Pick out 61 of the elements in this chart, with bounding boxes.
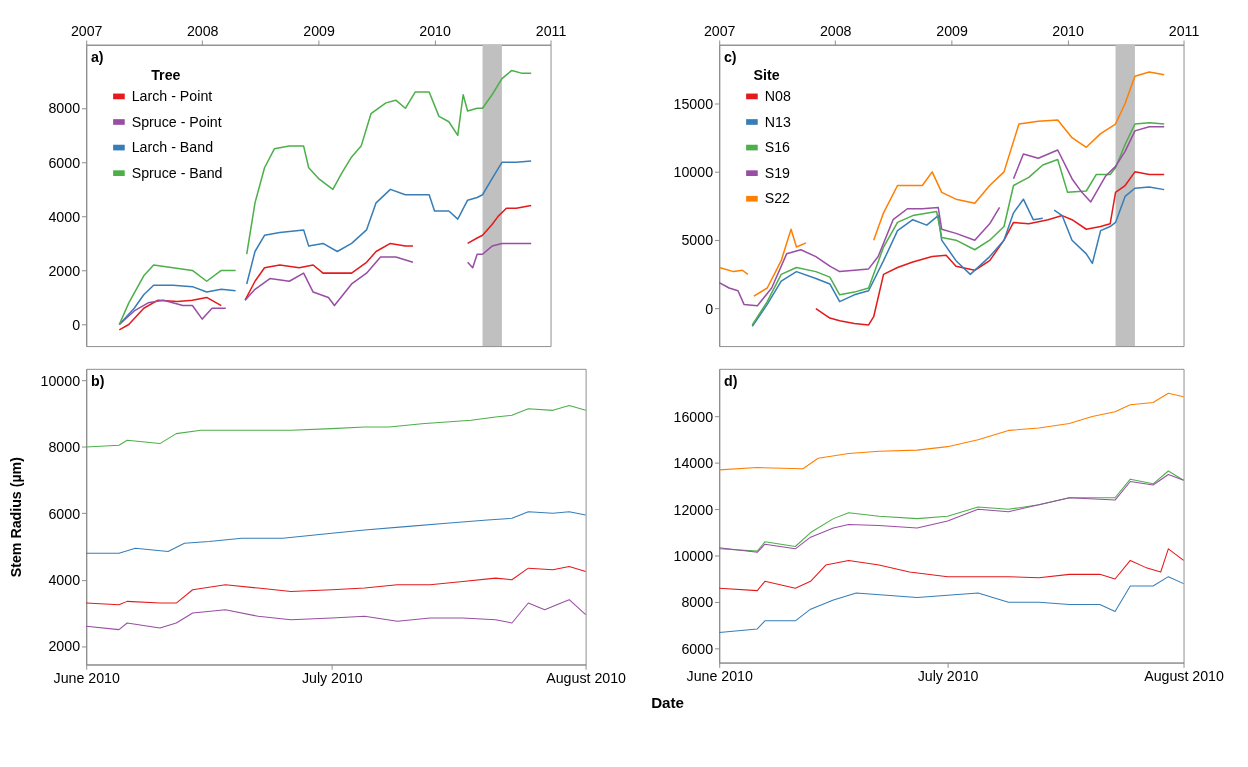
- x-tick-label: June 2010: [53, 669, 120, 686]
- legend-label: S16: [764, 139, 791, 156]
- y-tick-label: 8000: [48, 100, 81, 117]
- x-tick-label: 2011: [1168, 22, 1200, 39]
- y-tick-label: 8000: [681, 594, 714, 611]
- legend-label: N08: [764, 88, 791, 105]
- line-series: [718, 576, 1185, 633]
- x-tick-label: 2010: [419, 22, 451, 39]
- x-tick-label: 2007: [70, 22, 103, 39]
- y-tick-label: 5000: [681, 232, 714, 249]
- x-tick-label: July 2010: [917, 668, 979, 685]
- x-axis-title: Date: [651, 693, 685, 711]
- x-tick-label: 2011: [535, 22, 567, 39]
- y-tick-label: 4000: [48, 572, 81, 588]
- x-tick-label: 2010: [1052, 22, 1084, 39]
- legend-label: Larch - Band: [131, 139, 214, 156]
- y-tick-label: 2000: [48, 262, 81, 279]
- x-tick-label: 2009: [303, 22, 335, 39]
- annotation: d): [723, 372, 738, 389]
- x-tick-label: 2008: [819, 22, 852, 39]
- x-tick-label: 2008: [186, 22, 219, 39]
- y-tick-label: 10000: [673, 547, 714, 564]
- x-tick-label: August 2010: [546, 669, 627, 686]
- line-series: [85, 511, 587, 554]
- y-tick-label: 0: [705, 300, 714, 317]
- y-tick-label: 12000: [673, 501, 714, 518]
- line-series: [85, 404, 587, 448]
- legend-label: S19: [764, 164, 791, 181]
- x-tick-label: July 2010: [301, 669, 363, 686]
- x-tick-label: 2009: [936, 22, 968, 39]
- y-axis-title: Stem Radius (µm): [7, 456, 24, 578]
- y-tick-label: 6000: [681, 640, 714, 657]
- legend-label: N13: [764, 113, 791, 130]
- y-tick-label: 15000: [673, 95, 714, 112]
- legend-label: Larch - Point: [131, 88, 213, 105]
- y-tick-label: 10000: [673, 164, 714, 181]
- y-tick-label: 14000: [673, 455, 714, 472]
- y-tick-label: 16000: [673, 408, 714, 425]
- legend-title: Tree: [151, 66, 181, 83]
- legend-label: Spruce - Point: [131, 113, 222, 130]
- line-series: [85, 565, 587, 606]
- x-tick-label: 2007: [703, 22, 736, 39]
- legend-label: Spruce - Band: [131, 164, 223, 181]
- y-tick-label: 10000: [40, 372, 81, 389]
- annotation: b): [90, 372, 105, 389]
- annotation: c): [723, 48, 737, 65]
- x-tick-label: August 2010: [1144, 668, 1225, 685]
- line-series: [718, 548, 1185, 592]
- legend-title: Site: [753, 66, 780, 83]
- y-tick-label: 4000: [48, 208, 81, 225]
- line-series: [815, 171, 1165, 326]
- y-tick-label: 6000: [48, 154, 81, 171]
- line-series: [85, 599, 587, 631]
- legend-label: S22: [764, 190, 791, 207]
- y-tick-label: 0: [72, 316, 81, 333]
- y-tick-label: 6000: [48, 505, 81, 522]
- annotation: a): [90, 48, 104, 65]
- y-tick-label: 2000: [48, 638, 81, 655]
- y-tick-label: 8000: [48, 439, 81, 456]
- x-tick-label: June 2010: [686, 668, 753, 685]
- line-series: [718, 392, 1185, 471]
